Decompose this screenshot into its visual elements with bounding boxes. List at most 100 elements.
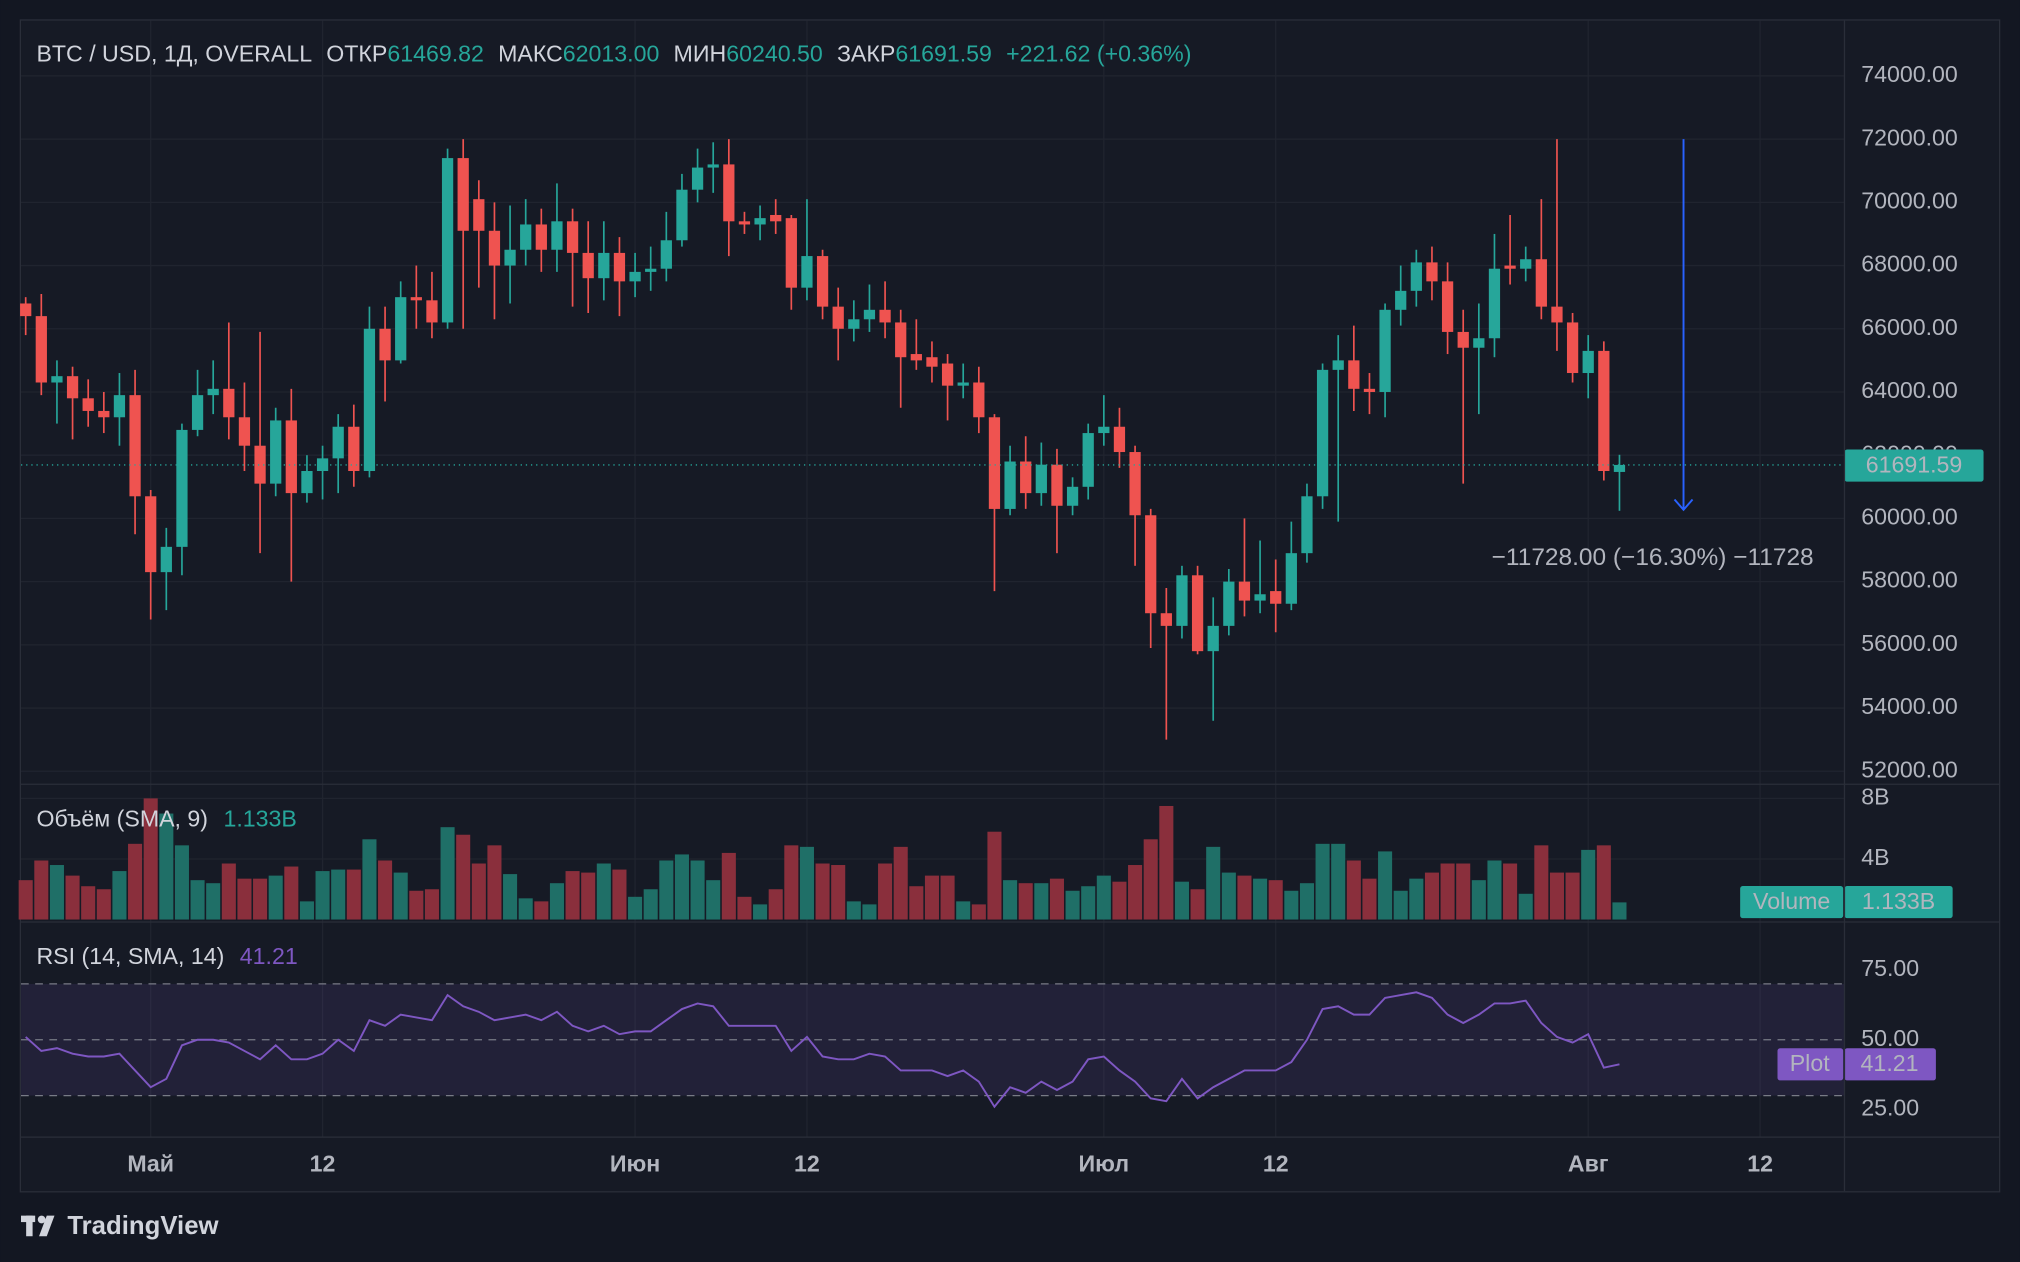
field-label: МАКС [498, 40, 563, 66]
candle-body [723, 164, 735, 222]
volume-bar [690, 860, 705, 920]
volume-bar [1393, 890, 1408, 920]
volume-bar [753, 904, 768, 920]
candle-body [160, 546, 172, 573]
candle-body [1207, 625, 1219, 652]
x-tick-label: 12 [310, 1151, 336, 1177]
candle-body [441, 158, 454, 323]
volume-bar [268, 875, 283, 920]
volume-bar [1018, 883, 1033, 920]
candle-body [20, 303, 32, 317]
y-tick-label: 54000.00 [1861, 693, 1958, 719]
volume-bar [34, 860, 49, 920]
volume-value-label: 1.133B [1862, 888, 1935, 914]
candle-body [1535, 259, 1547, 307]
volume-bar [534, 901, 549, 920]
candle-body [363, 328, 376, 471]
volume-bar [596, 863, 611, 920]
volume-bar [346, 869, 361, 920]
candle-body [832, 306, 844, 329]
volume-bar [1503, 863, 1518, 920]
volume-bar [831, 865, 846, 920]
y-tick-label: 58000.00 [1861, 567, 1958, 593]
volume-bar [706, 880, 721, 920]
volume-bar [1096, 875, 1111, 920]
volume-bar [1596, 845, 1611, 920]
volume-bar [424, 889, 439, 920]
volume-bar [1299, 883, 1314, 920]
x-tick-label: Июл [1079, 1151, 1130, 1177]
volume-bar [112, 871, 127, 920]
candle-body [816, 256, 829, 307]
candle-body [1410, 262, 1422, 291]
volume-bar [1362, 878, 1377, 920]
last-price-tag [1844, 449, 1984, 482]
x-tick-label: 12 [1263, 1151, 1289, 1177]
candle-body [410, 297, 422, 301]
candle-body [270, 420, 282, 484]
volume-bar [581, 872, 596, 920]
candle-body [801, 256, 813, 288]
candle-body [1066, 486, 1079, 506]
x-tick-label: Май [127, 1151, 174, 1177]
volume-bar [768, 889, 783, 920]
candle-body [129, 395, 141, 497]
volume-bar [909, 886, 924, 920]
candle-body [1473, 338, 1485, 348]
candle-body [1051, 464, 1063, 506]
candle-body [1285, 553, 1297, 604]
rsi-value-label: 41.21 [1861, 1050, 1919, 1076]
volume-bar [487, 845, 502, 920]
volume-bar [518, 898, 533, 920]
volume-bar [1440, 863, 1455, 920]
measure-label: −11728.00 (−16.30%) −11728 [1492, 544, 1814, 571]
field-value: 61691.59 [895, 40, 992, 66]
tradingview-logo: TradingView [21, 1212, 220, 1240]
volume-bar [190, 880, 205, 920]
volume-bar [862, 904, 877, 920]
candle-body [1379, 309, 1391, 392]
x-tick-label: 12 [794, 1151, 820, 1177]
y-tick-label: 66000.00 [1861, 314, 1958, 340]
volume-bar [206, 883, 221, 920]
candle-body [238, 417, 251, 446]
rsi-legend: RSI (14, SMA, 14) 41.21 [36, 943, 297, 969]
symbol: BTC / USD, 1Д, OVERALL [36, 40, 312, 66]
candle-body [1301, 496, 1313, 554]
candle-body [395, 297, 407, 361]
volume-bar [612, 869, 627, 920]
candle-body [770, 214, 782, 222]
volume-bar [315, 871, 330, 920]
volume-bar [799, 846, 814, 920]
volume-bar [362, 839, 377, 920]
volume-bar [1315, 843, 1330, 920]
volume-bar [1284, 890, 1299, 920]
rsi-tag-label: Plot [1790, 1050, 1830, 1076]
volume-bar [721, 852, 736, 920]
candle-body [98, 410, 110, 418]
volume-bar [1424, 872, 1439, 920]
candle-body [1254, 594, 1266, 601]
volume-bar [878, 863, 893, 920]
volume-value-tag [1844, 885, 1953, 919]
volume-bar [284, 866, 299, 920]
candle-body [348, 426, 360, 471]
logo-shape [26, 1215, 33, 1237]
candle-body [551, 221, 563, 250]
candle-body [285, 420, 297, 494]
candle-body [1223, 581, 1235, 626]
x-tick-label: 12 [1747, 1151, 1773, 1177]
volume-bar [96, 889, 111, 920]
candle-body [1270, 591, 1282, 604]
candle-body [1113, 426, 1126, 453]
candle-body [113, 395, 126, 418]
volume-bar [549, 883, 564, 920]
candle-body [785, 218, 797, 288]
candle-body [926, 357, 938, 367]
volume-bar [1409, 878, 1424, 920]
candle-body [207, 388, 219, 396]
volume-bar [1143, 839, 1158, 920]
volume-bar [1331, 843, 1346, 920]
